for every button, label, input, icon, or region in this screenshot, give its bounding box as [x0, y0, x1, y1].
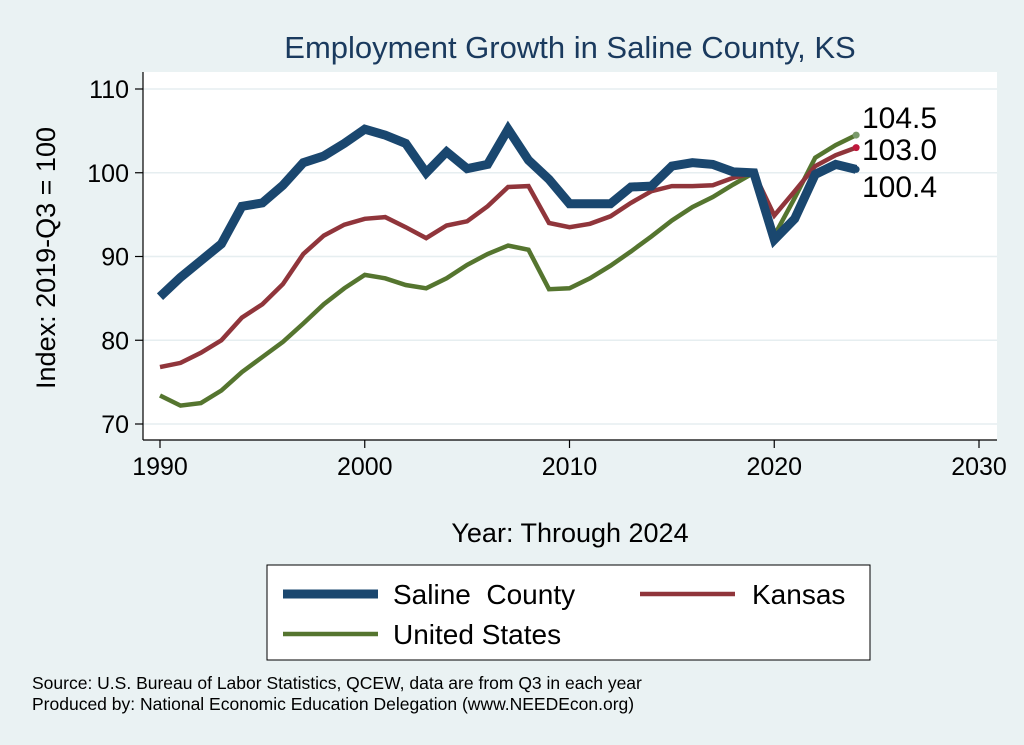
- legend-label-2: United States: [393, 619, 561, 650]
- legend: Saline County Kansas United States: [266, 564, 871, 661]
- series-line-united-states: [159, 133, 858, 408]
- y-axis-ticks: 70 80 90 100 110: [87, 76, 143, 439]
- series-line-saline-county: [156, 120, 858, 300]
- legend-label-1: Kansas: [752, 579, 845, 610]
- end-marker-0: [852, 165, 860, 173]
- y-tick-label-110: 110: [89, 76, 129, 104]
- x-tick-label-2000: 2000: [337, 453, 393, 481]
- legend-label-0: Saline County: [393, 579, 575, 610]
- chart-title: Employment Growth in Saline County, KS: [284, 30, 855, 65]
- y-tick-label-90: 90: [101, 244, 129, 272]
- legend-box: [266, 564, 871, 661]
- series-lines: [156, 120, 858, 408]
- end-label-kansas: 103.0: [862, 134, 937, 167]
- end-marker-1: [852, 144, 860, 152]
- end-label-saline-county: 100.4: [862, 171, 937, 204]
- end-label-united-states: 104.5: [862, 102, 937, 135]
- source-line-2: Produced by: National Economic Education…: [32, 694, 634, 714]
- x-axis-label: Year: Through 2024: [451, 518, 688, 548]
- x-tick-label-2010: 2010: [542, 453, 598, 481]
- y-tick-label-100: 100: [87, 160, 129, 188]
- source-line-1: Source: U.S. Bureau of Labor Statistics,…: [32, 673, 642, 693]
- y-tick-label-80: 80: [101, 327, 129, 355]
- x-axis-ticks: 1990 2000 2010 2020 2030: [132, 440, 1007, 481]
- x-tick-label-1990: 1990: [132, 453, 188, 481]
- y-tick-label-70: 70: [101, 411, 129, 439]
- y-axis-label: Index: 2019-Q3 = 100: [31, 127, 61, 389]
- x-tick-label-2030: 2030: [951, 453, 1007, 481]
- end-marker-2: [852, 131, 860, 139]
- x-tick-label-2020: 2020: [746, 453, 802, 481]
